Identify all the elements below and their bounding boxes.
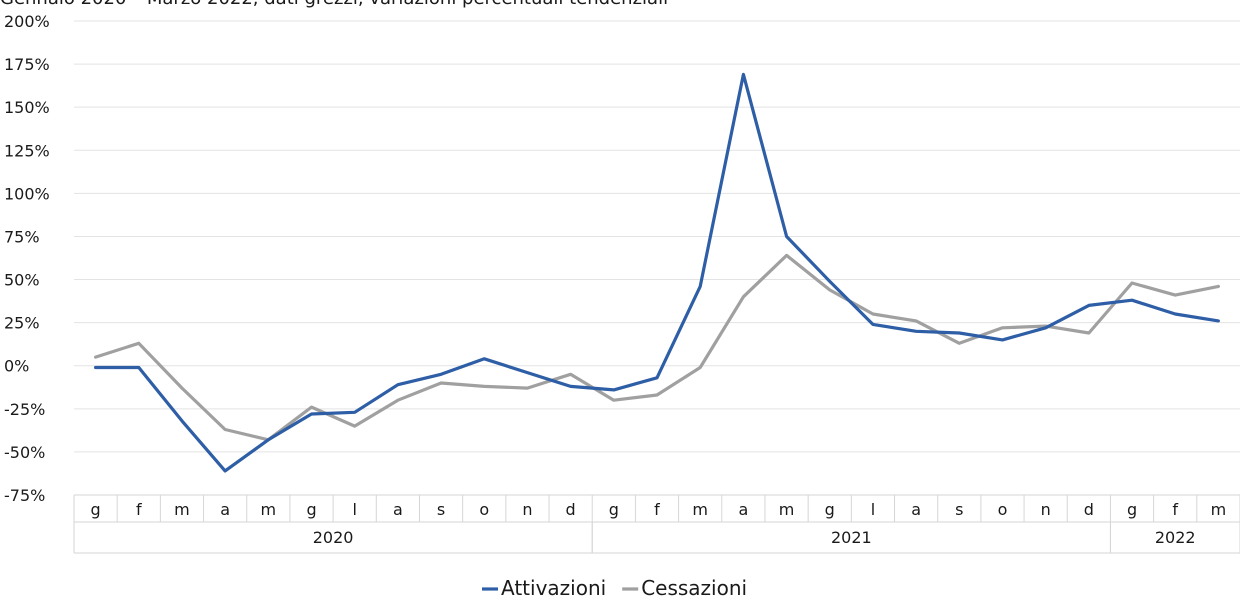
y-axis-ticks: 200% 175% 150% 125% 100% 75% 50% 25% 0% -25% -50% -… [4, 12, 50, 505]
x-tick-label: n [1041, 500, 1051, 519]
y-tick-label: 50% [4, 271, 40, 290]
x-tick-label: o [998, 500, 1008, 519]
y-tick-label: 125% [4, 141, 50, 160]
x-tick-label: a [220, 500, 230, 519]
y-tick-label: 75% [4, 227, 40, 246]
x-tick-label: m [692, 500, 708, 519]
x-tick-label: f [136, 500, 142, 519]
x-tick-label: m [779, 500, 795, 519]
x-tick-label: n [522, 500, 532, 519]
x-tick-label: g [1127, 500, 1137, 519]
y-tick-label: -50% [4, 443, 45, 462]
series-line-cessazioni [93, 253, 1221, 442]
x-tick-label: s [437, 500, 445, 519]
x-tick-label: g [91, 500, 101, 519]
x-tick-label: l [871, 500, 875, 519]
x-tick-label: m [261, 500, 277, 519]
x-tick-label: d [1084, 500, 1094, 519]
x-tick-label: g [825, 500, 835, 519]
legend-label: Attivazioni [501, 576, 606, 600]
y-tick-label: -25% [4, 400, 45, 419]
x-tick-label: f [1172, 500, 1178, 519]
legend: Attivazioni Cessazioni [482, 576, 747, 600]
x-tick-label: d [566, 500, 576, 519]
chart-subtitle: Gennaio 2020 – Marzo 2022, dati grezzi, … [0, 0, 668, 9]
series-line-attivazioni [93, 72, 1221, 473]
y-tick-label: 200% [4, 12, 50, 31]
x-tick-label: a [911, 500, 921, 519]
y-tick-label: 100% [4, 184, 50, 203]
year-label: 2021 [831, 528, 872, 547]
year-label: 2022 [1155, 528, 1196, 547]
legend-label: Cessazioni [641, 576, 747, 600]
x-tick-label: a [738, 500, 748, 519]
y-tick-label: 0% [4, 357, 29, 376]
y-tick-label: 175% [4, 55, 50, 74]
y-tick-label: -75% [4, 486, 45, 505]
x-tick-label: m [174, 500, 190, 519]
x-tick-label: m [1211, 500, 1227, 519]
series-lines [93, 72, 1221, 473]
year-label: 2020 [313, 528, 354, 547]
x-tick-label: g [306, 500, 316, 519]
x-tick-label: f [654, 500, 660, 519]
y-tick-label: 150% [4, 98, 50, 117]
x-tick-label: l [352, 500, 356, 519]
y-tick-label: 25% [4, 314, 40, 333]
x-tick-label: g [609, 500, 619, 519]
x-tick-label: o [479, 500, 489, 519]
x-tick-label: s [955, 500, 963, 519]
x-tick-label: a [393, 500, 403, 519]
x-axis: g f m a m g l a s o n d g f m a m g l a s o n d g f m 2020 2021 2022 [73, 494, 1240, 554]
gridlines [74, 20, 1240, 496]
